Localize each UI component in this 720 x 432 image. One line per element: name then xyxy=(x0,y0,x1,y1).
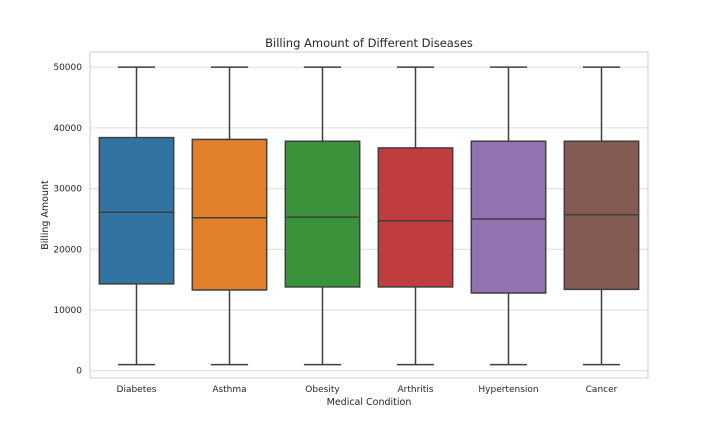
y-tick-label: 10000 xyxy=(53,306,82,316)
box-arthritis xyxy=(377,66,454,366)
box-cancer xyxy=(563,66,640,366)
box-obesity xyxy=(284,66,361,366)
y-tick-label: 0 xyxy=(76,367,82,377)
iqr-box xyxy=(284,140,361,288)
iqr-box xyxy=(191,138,268,291)
y-tick-label: 20000 xyxy=(53,245,82,255)
plot-frame xyxy=(89,51,649,379)
grid-lines xyxy=(90,66,648,372)
boxes xyxy=(98,66,640,366)
x-tick-label: Obesity xyxy=(305,385,340,395)
x-tick-label: Diabetes xyxy=(117,385,157,395)
x-tick-labels: Diabetes Asthma Obesity Arthritis Hypertensi… xyxy=(117,385,618,395)
y-tick-label: 30000 xyxy=(53,185,82,195)
chart-title: Billing Amount of Different Diseases xyxy=(265,36,473,50)
y-tick-label: 50000 xyxy=(53,63,82,73)
iqr-box xyxy=(98,136,175,285)
iqr-box xyxy=(470,140,547,294)
iqr-box xyxy=(377,147,454,288)
y-axis-label: Billing Amount xyxy=(40,180,51,250)
x-tick-label: Hypertension xyxy=(478,385,538,395)
y-tick-labels: 0 10000 20000 30000 40000 50000 xyxy=(53,63,82,377)
x-tick-label: Asthma xyxy=(212,385,246,395)
y-tick-label: 40000 xyxy=(53,124,82,134)
box-hypertension xyxy=(470,66,547,366)
x-axis-label: Medical Condition xyxy=(327,397,412,408)
x-tick-label: Cancer xyxy=(586,385,618,395)
x-tick-label: Arthritis xyxy=(397,385,433,395)
box-asthma xyxy=(191,66,268,366)
box-diabetes xyxy=(98,66,175,366)
